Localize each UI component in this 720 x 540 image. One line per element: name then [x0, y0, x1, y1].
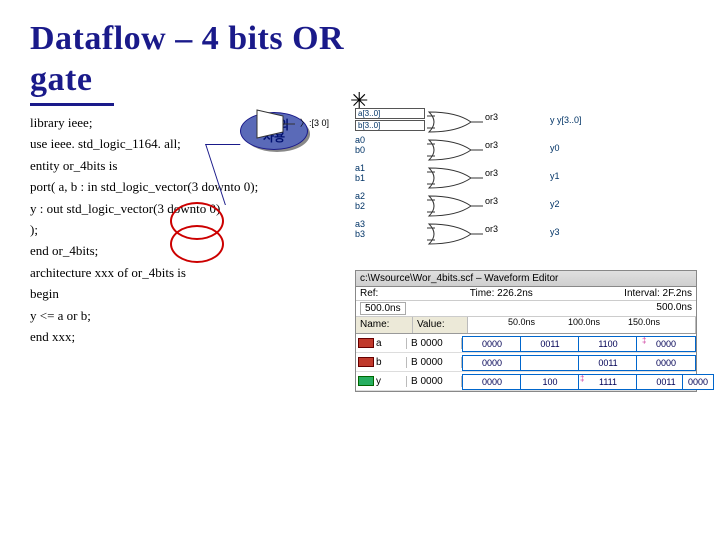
- tick-label: 100.0ns: [568, 317, 600, 327]
- or-gate-icon: [427, 110, 483, 134]
- slide-title-line1: Dataflow – 4 bits OR: [30, 20, 690, 57]
- wave-segment: 0000: [462, 336, 522, 352]
- signal-wave: 0000001111000000‡: [462, 334, 696, 352]
- wave-segment: [520, 355, 580, 371]
- gate-output: y0: [550, 143, 560, 153]
- signal-value: B 0000: [407, 357, 462, 368]
- or-gate-icon: [427, 138, 483, 162]
- signal-value: B 0000: [407, 376, 462, 387]
- time-axis: 50.0ns 100.0ns 150.0ns: [468, 317, 696, 333]
- gate-row: a3b3 or3 y3: [355, 220, 665, 248]
- gate-output: y3: [550, 227, 560, 237]
- gate-output: y2: [550, 199, 560, 209]
- signal-icon: [358, 357, 374, 367]
- gate-row: a1b1 or3 y1: [355, 164, 665, 192]
- gate-inputs: a0b0: [355, 136, 425, 155]
- signal-name: a: [376, 338, 382, 349]
- waveform-header: Name: Value: 50.0ns 100.0ns 150.0ns: [356, 317, 696, 334]
- wave-segment: 1100: [578, 336, 638, 352]
- ref-label: Ref:: [360, 288, 378, 299]
- waveform-signal-row: b B 0000 000000110000: [356, 353, 696, 372]
- signal-wave: 000010011110011‡ 0000: [462, 372, 696, 390]
- gate-row: a0b0 or3 y0: [355, 136, 665, 164]
- waveform-title: c:\Wsource\Wor_4bits.scf – Waveform Edit…: [360, 273, 558, 284]
- tick-label: 150.0ns: [628, 317, 660, 327]
- waveform-titlebar: c:\Wsource\Wor_4bits.scf – Waveform Edit…: [356, 271, 696, 287]
- wave-segment: 0011: [578, 355, 638, 371]
- code-line: end xxx;: [30, 326, 330, 347]
- tick-label: 50.0ns: [508, 317, 535, 327]
- title-underline: [30, 103, 114, 106]
- code-line: y <= a or b;: [30, 305, 330, 326]
- interval-label: Interval:: [624, 288, 660, 299]
- gate-diagram: a[3..0]b[3..0] or3 y y[3..0] a0b0 or3 y0…: [355, 108, 665, 248]
- signal-wave: 000000110000: [462, 353, 696, 371]
- wave-segment: 0000: [462, 374, 522, 390]
- time-label: Time:: [470, 288, 495, 299]
- wave-segment: 0000: [636, 355, 696, 371]
- mux-icon: [255, 108, 295, 140]
- signal-icon: [358, 376, 374, 386]
- or-gate-icon: [427, 194, 483, 218]
- interval-val: 2F.2ns: [663, 288, 692, 299]
- gate-label: or3: [485, 140, 498, 150]
- gate-row: a[3..0]b[3..0] or3 y y[3..0]: [355, 108, 665, 136]
- wave-segment: 0011: [520, 336, 580, 352]
- waveform-editor: c:\Wsource\Wor_4bits.scf – Waveform Edit…: [355, 270, 697, 392]
- signal-name: b: [376, 357, 382, 368]
- gate-label: or3: [485, 112, 498, 122]
- waveform-meta-row2: 500.0ns 500.0ns: [356, 301, 696, 317]
- emphasis-oval-2: [170, 225, 224, 263]
- wave-segment: 0000: [462, 355, 522, 371]
- wave-segment: 0000: [682, 374, 714, 390]
- gate-output: y1: [550, 171, 560, 181]
- cursor-mark: ‡: [580, 374, 584, 383]
- col-name: Name:: [356, 317, 413, 333]
- code-line: architecture xxx of or_4bits is: [30, 262, 330, 283]
- signal-name-cell: a: [356, 338, 407, 349]
- signal-name-cell: b: [356, 357, 407, 368]
- or-gate-icon: [427, 222, 483, 246]
- code-line: begin: [30, 283, 330, 304]
- waveform-meta-row: Ref: Time: 226.2ns Interval: 2F.2ns: [356, 287, 696, 301]
- gate-output: y y[3..0]: [550, 115, 582, 125]
- code-line: port( a, b : in std_logic_vector(3 downt…: [30, 176, 330, 197]
- gate-label: or3: [485, 224, 498, 234]
- gate-inputs: a2b2: [355, 192, 425, 211]
- waveform-signal-row: a B 0000 0000001111000000‡: [356, 334, 696, 353]
- time-val: 226.2ns: [497, 288, 533, 299]
- col-value: Value:: [413, 317, 468, 333]
- bottom-right-time: 500.0ns: [656, 302, 692, 315]
- gate-inputs: a1b1: [355, 164, 425, 183]
- ref-val: 500.0ns: [360, 302, 406, 315]
- wave-segment: 1111: [578, 374, 638, 390]
- wave-segment: 100: [520, 374, 580, 390]
- or-gate-icon: [427, 166, 483, 190]
- signal-icon: [358, 338, 374, 348]
- gate-row: a2b2 or3 y2: [355, 192, 665, 220]
- signal-name-cell: y: [356, 376, 407, 387]
- cursor-mark: ‡: [642, 336, 646, 345]
- code-line: entity or_4bits is: [30, 155, 330, 176]
- signal-value: B 0000: [407, 338, 462, 349]
- gate-inputs: a3b3: [355, 220, 425, 239]
- gate-label: or3: [485, 196, 498, 206]
- gate-label: or3: [485, 168, 498, 178]
- waveform-signal-row: y B 0000 000010011110011‡ 0000: [356, 372, 696, 391]
- gate-inputs: a[3..0]b[3..0]: [355, 108, 425, 131]
- mux-out-label: 〉:[3 0]: [300, 116, 329, 129]
- signal-name: y: [376, 376, 381, 387]
